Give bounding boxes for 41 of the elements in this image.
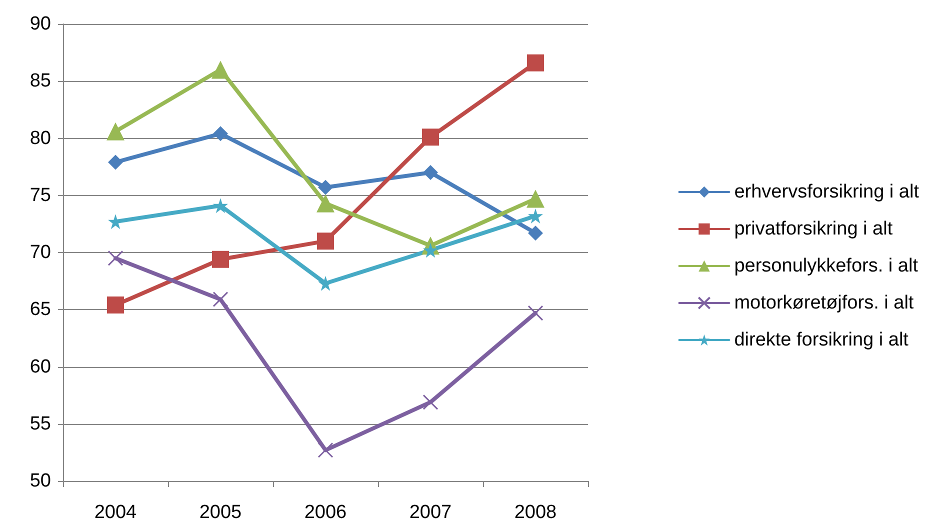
point xyxy=(108,154,123,170)
y-tick-label: 90 xyxy=(30,14,51,34)
y-tick-label: 80 xyxy=(30,128,51,149)
y-tick-label: 85 xyxy=(30,70,51,92)
point xyxy=(212,250,229,268)
point xyxy=(528,226,543,241)
legend-label: motorkøretøjfors. i alt xyxy=(734,292,914,314)
legend-label: direkte forsikring i alt xyxy=(734,330,910,350)
point xyxy=(107,296,124,314)
y-tick-label: 70 xyxy=(30,242,51,263)
point xyxy=(528,305,544,321)
point xyxy=(106,122,124,140)
x-tick-label: 2007 xyxy=(409,502,452,523)
point xyxy=(213,126,228,142)
point xyxy=(423,165,438,180)
point xyxy=(528,208,543,224)
point xyxy=(108,250,124,266)
y-tick-label: 65 xyxy=(30,299,51,320)
point xyxy=(422,394,438,410)
point xyxy=(213,198,228,214)
y-tick-label: 75 xyxy=(30,184,51,206)
x-tick-label: 2006 xyxy=(304,502,347,523)
point xyxy=(526,190,544,208)
point xyxy=(422,128,439,146)
y-tick-label: 60 xyxy=(30,356,51,378)
point xyxy=(423,242,438,258)
point xyxy=(317,232,334,250)
point xyxy=(316,194,334,212)
legend-label: personulykkefors. i alt xyxy=(734,256,919,276)
point xyxy=(212,292,228,308)
point xyxy=(318,442,334,458)
point xyxy=(212,60,230,79)
point xyxy=(318,180,333,195)
y-tick-label: 55 xyxy=(30,413,51,434)
legend-label: erhvervsforsikring i alt xyxy=(734,182,920,202)
legend-label: privatforsikring i alt xyxy=(734,218,894,240)
x-tick-label: 2004 xyxy=(94,502,138,523)
x-tick-label: 2005 xyxy=(199,502,242,523)
x-tick-label: 2008 xyxy=(514,502,557,523)
y-tick-label: 50 xyxy=(30,470,51,492)
point xyxy=(527,54,544,72)
